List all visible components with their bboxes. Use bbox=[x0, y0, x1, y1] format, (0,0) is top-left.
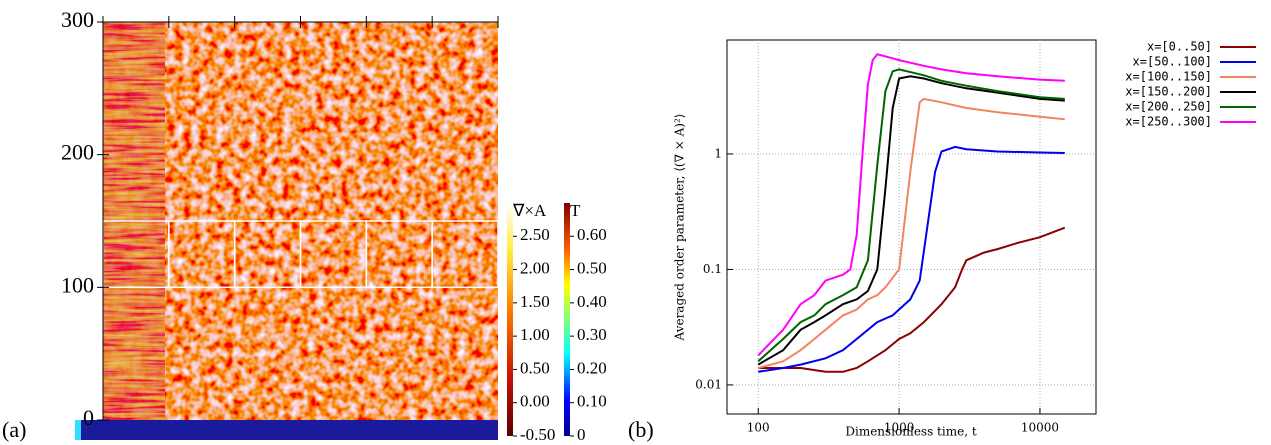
y-tick-label: 0.01 bbox=[695, 377, 722, 391]
panel-label: (a) bbox=[2, 417, 26, 442]
legend-label: x=[50..100] bbox=[1133, 55, 1212, 69]
y-axis-label: Averaged order parameter, ⟨(∇ × A)²⟩ bbox=[673, 114, 687, 342]
legend-label: x=[150..200] bbox=[1125, 85, 1212, 99]
colorbar-tick-label: 0.10 bbox=[577, 392, 607, 411]
colorbar-title: T bbox=[570, 201, 581, 220]
colorbar-tick-label: 0.20 bbox=[577, 358, 607, 377]
x-tick-label: 10000 bbox=[1021, 421, 1059, 435]
colorbar bbox=[564, 203, 570, 436]
y-tick-label: 1 bbox=[714, 146, 722, 160]
colorbar-tick-label: 0.50 bbox=[520, 358, 550, 377]
series-line bbox=[757, 97, 1065, 369]
y-tick-label: 0 bbox=[83, 405, 94, 430]
y-tick-label: 100 bbox=[61, 272, 94, 297]
highlight-box bbox=[431, 220, 499, 289]
legend-label: x=[200..250] bbox=[1125, 100, 1212, 114]
series-line bbox=[757, 68, 1065, 363]
panel-a: (a) 0 100 200 300 ∇×A -0.50 0.00 0.50 1.00 1.50 2.… bbox=[2, 7, 607, 444]
colorbar-tick-label: 1.50 bbox=[520, 292, 550, 311]
y-tick-label: 0.1 bbox=[703, 262, 722, 276]
series-line bbox=[757, 75, 1065, 366]
colorbar-tick-label: 1.00 bbox=[520, 325, 550, 344]
x-tick-label: 100 bbox=[747, 421, 770, 435]
temperature-strip-hot bbox=[75, 420, 81, 440]
colorbar-tick-label: 2.50 bbox=[520, 225, 550, 244]
legend-label: x=[0..50] bbox=[1147, 40, 1212, 54]
series-line bbox=[758, 145, 1065, 373]
colorbar-tick-label: 0.60 bbox=[577, 225, 607, 244]
colorbar-tick-label: 2.00 bbox=[520, 258, 550, 277]
panel-label: (b) bbox=[628, 417, 654, 442]
series-line bbox=[758, 226, 1066, 373]
colorbar-title: ∇×A bbox=[512, 201, 547, 220]
legend-label: x=[250..300] bbox=[1125, 115, 1212, 129]
legend-label: x=[100..150] bbox=[1125, 70, 1212, 84]
x-tick-label: 1000 bbox=[884, 421, 915, 435]
panel-b: (b) Dimensionless time, t Averaged order… bbox=[628, 39, 1256, 442]
colorbar-tick-label: 0.00 bbox=[520, 392, 550, 411]
y-tick-label: 200 bbox=[61, 140, 94, 165]
x-axis-label: Dimensionless time, t bbox=[845, 425, 976, 439]
series-line bbox=[757, 53, 1065, 357]
colorbar-tick-label: 0.40 bbox=[577, 292, 607, 311]
plot-frame bbox=[726, 39, 1097, 415]
colorbar-tick-label: -0.50 bbox=[520, 425, 555, 444]
temperature-strip bbox=[75, 420, 498, 440]
colorbar bbox=[507, 203, 513, 436]
colorbar-tick-label: 0.30 bbox=[577, 325, 607, 344]
colorbar-tick-label: 0.50 bbox=[577, 258, 607, 277]
colorbar-tick-label: 0 bbox=[577, 425, 586, 444]
y-tick-label: 300 bbox=[61, 7, 94, 32]
